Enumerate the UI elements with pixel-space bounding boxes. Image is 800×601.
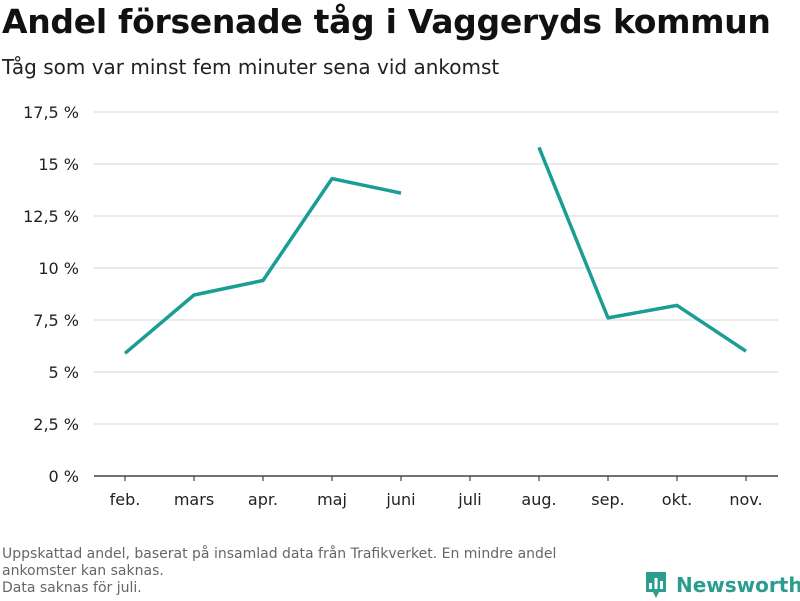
y-tick-label: 12,5 %	[23, 207, 79, 226]
x-tick-label: juli	[457, 490, 481, 509]
data-point	[744, 350, 747, 353]
data-point	[537, 146, 540, 149]
chart-subtitle: Tåg som var minst fem minuter sena vid a…	[2, 55, 500, 79]
x-tick-label: sep.	[591, 490, 624, 509]
footnote-line-1: Uppskattad andel, baserat på insamlad da…	[2, 546, 557, 562]
grid-lines	[94, 111, 778, 425]
footnote-line-2: ankomster kan saknas.	[2, 563, 164, 579]
y-tick-label: 15 %	[38, 155, 79, 174]
x-tick-label: mars	[174, 490, 214, 509]
series-line	[537, 146, 747, 353]
x-tick-label: apr.	[248, 490, 278, 509]
x-tick-label: okt.	[662, 490, 692, 509]
brand-name: Newsworthy	[676, 573, 800, 597]
footnote-line-3: Data saknas för juli.	[2, 580, 142, 596]
y-tick-label: 2,5 %	[33, 415, 79, 434]
series-line	[123, 176, 402, 355]
data-point	[330, 177, 333, 180]
series-lines	[123, 146, 747, 355]
x-tick-label: maj	[317, 490, 347, 509]
x-tick-label: feb.	[110, 490, 141, 509]
brand-logo-block: Newsworthy	[644, 569, 800, 601]
y-tick-label: 0 %	[49, 467, 79, 486]
x-tick-label: juni	[385, 490, 415, 509]
y-tick-label: 7,5 %	[33, 311, 79, 330]
line-chart: 0 % 2,5 % 5 % 7,5 % 10 % 12,5 % 15 % 17,5 % feb…	[23, 103, 778, 509]
y-tick-label: 5 %	[49, 363, 79, 382]
data-point	[675, 304, 678, 307]
y-axis-labels: 0 % 2,5 % 5 % 7,5 % 10 % 12,5 % 15 % 17,5 %	[23, 103, 79, 486]
bar-chart-logo-icon	[646, 572, 666, 598]
y-tick-label: 10 %	[38, 259, 79, 278]
chart-title: Andel försenade tåg i Vaggeryds kommun	[2, 2, 771, 41]
footnote: Uppskattad andel, baserat på insamlad da…	[2, 546, 632, 597]
data-point	[399, 192, 402, 195]
y-tick-label: 17,5 %	[23, 103, 79, 122]
x-axis: feb. mars apr. maj juni juli aug. sep. okt. nov.	[94, 475, 778, 509]
data-point	[192, 293, 195, 296]
x-tick-label: aug.	[521, 490, 556, 509]
x-tick-label: nov.	[729, 490, 762, 509]
data-point	[606, 316, 609, 319]
data-point	[261, 279, 264, 282]
data-point	[123, 352, 126, 355]
